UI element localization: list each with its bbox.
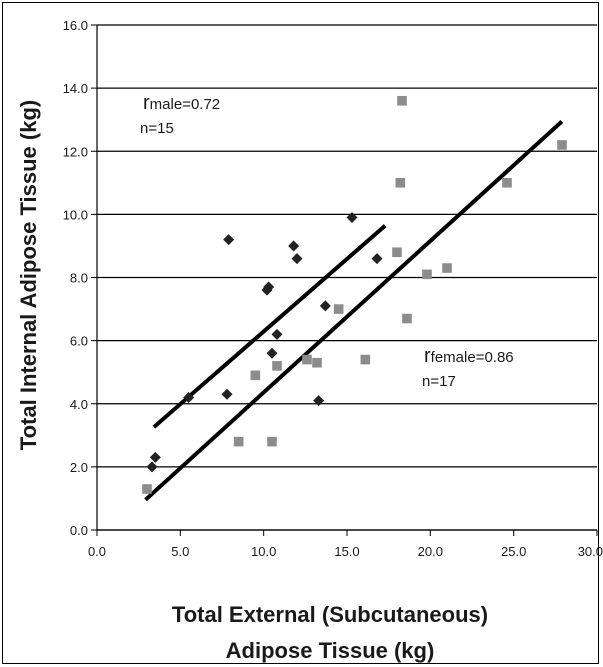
square-point [397,95,407,106]
y-axis-label: Total Internal Adipose Tissue (kg) [16,100,41,450]
y-tick-labels: 0.0 2.0 4.0 6.0 8.0 10.0 12.0 14.0 16.0 [63,18,88,538]
square-point [333,304,344,314]
trend-line-diamond [152,224,387,429]
square-point [267,436,277,447]
square-point [250,370,261,381]
y-tick-label: 10.0 [63,207,88,222]
square-point [422,269,432,280]
diamond-point [146,461,158,473]
diamond-point [266,347,278,359]
square-point [142,484,152,494]
square-point [392,247,402,258]
female-r-text: female=0.86 [431,349,514,366]
y-tick-label: 0.0 [70,523,88,538]
diamond-point [223,234,235,246]
female-r-symbol: r [424,345,431,367]
square-point [557,140,567,150]
x-tick-label: 20.0 [418,544,443,559]
x-tick-label: 0.0 [88,544,106,559]
square-point [402,313,412,324]
y-tick-label: 6.0 [70,334,88,349]
x-tick-labels: 0.0 5.0 10.0 15.0 20.0 25.0 30.0 [88,544,603,559]
y-tick-label: 4.0 [70,397,88,412]
x-tick-label: 5.0 [171,544,189,559]
male-correlation-annotation: rmale=0.72 [143,92,220,114]
diamond-point [271,328,283,340]
diamond-point [371,253,383,265]
square-point [302,354,312,365]
diamond-point [288,240,300,252]
male-r-symbol: r [143,92,150,114]
male-n-annotation: n=15 [140,120,174,137]
y-tick-label: 12.0 [63,144,88,159]
x-tick-label: 10.0 [251,544,276,559]
y-tick-label: 8.0 [70,271,88,286]
square-point [442,263,452,273]
square-point [360,354,371,365]
female-n-annotation: n=17 [422,373,456,390]
diamond-point [346,212,358,224]
x-tick-label: 30.0 [578,544,603,559]
y-tick-label: 2.0 [70,460,88,475]
diamond-point [263,281,275,293]
square-point [312,357,322,368]
x-tick-label: 25.0 [501,544,526,559]
trend-line-square [144,120,564,502]
square-point [502,178,512,188]
diamond-point [319,300,331,312]
female-correlation-annotation: rfemale=0.86 [424,345,514,367]
square-point [233,436,244,447]
square-point [272,361,282,371]
y-tick-label: 14.0 [63,81,88,96]
square-point [395,178,406,188]
diamond-point [313,395,325,407]
diamond-point [291,253,303,265]
data-points [142,95,567,494]
x-axis-label-line1: Total External (Subcutaneous) [172,602,488,627]
male-r-text: male=0.72 [150,96,220,113]
trend-lines [144,120,564,502]
axes [91,24,598,536]
diamond-point [183,391,195,403]
x-axis-label-line2: Adipose Tissue (kg) [226,638,435,663]
diamond-point [149,451,161,463]
x-tick-label: 15.0 [334,544,359,559]
diamond-point [221,388,233,400]
y-tick-label: 16.0 [63,18,88,33]
